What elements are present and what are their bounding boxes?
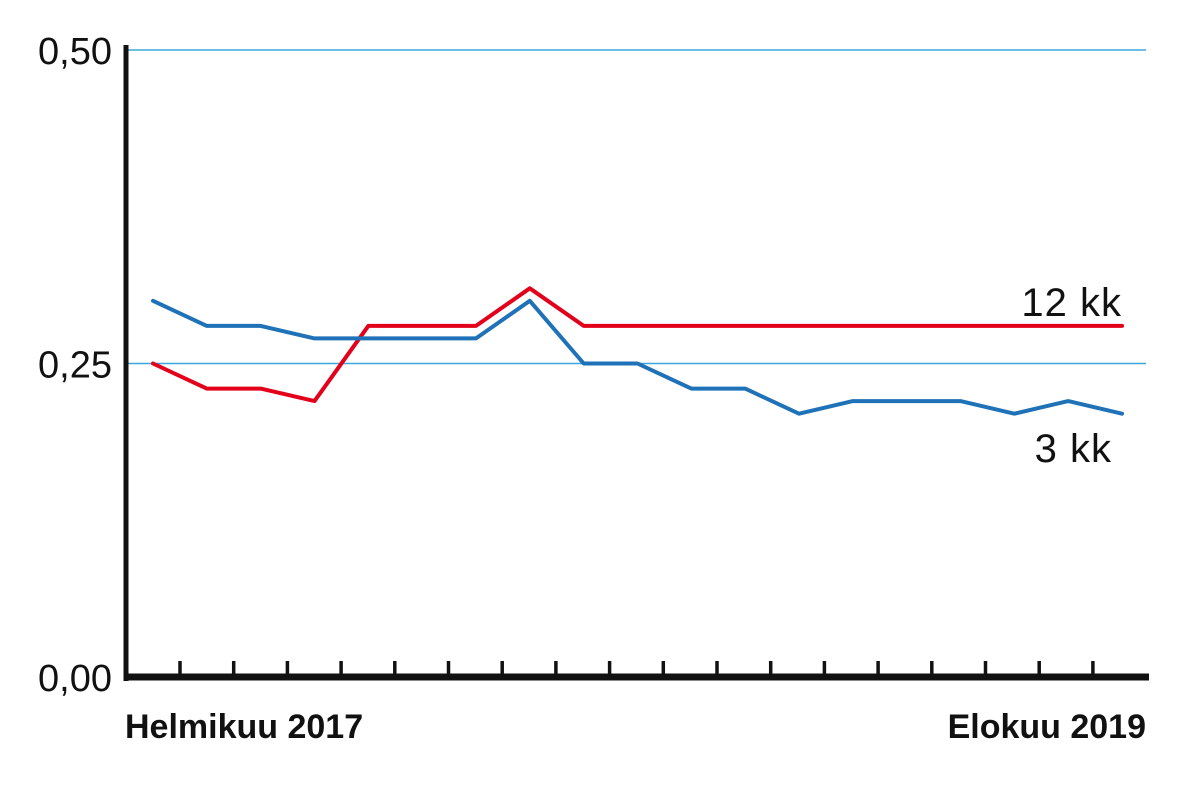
x-axis-labels: Helmikuu 2017 Elokuu 2019 [125, 708, 1146, 746]
series-line-3kk [151, 298, 1124, 416]
x-start-label: Helmikuu 2017 [125, 708, 363, 746]
series-label-3kk: 3 kk [1035, 427, 1112, 471]
series-lines [151, 286, 1124, 416]
series-labels: 12 kk 3 kk [1021, 281, 1122, 471]
series-label-12kk: 12 kk [1021, 281, 1122, 325]
x-end-label: Elokuu 2019 [948, 708, 1146, 746]
y-tick-label: 0,00 [38, 658, 112, 700]
gridlines [126, 49, 1146, 365]
series-line-12kk [151, 286, 1124, 404]
axes [123, 45, 1149, 681]
y-tick-label: 0,25 [38, 345, 112, 387]
y-axis-ticks: 0,00 0,25 0,50 [38, 31, 112, 700]
y-tick-label: 0,50 [38, 31, 112, 73]
